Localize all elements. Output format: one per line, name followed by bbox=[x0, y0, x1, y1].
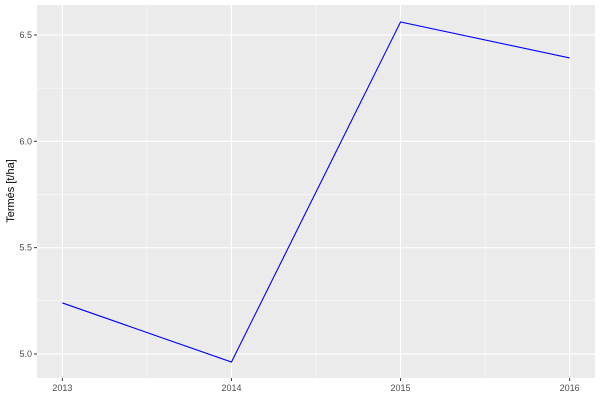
axes: 2013 2014 2015 2016 5.0 5.5 6.0 6.5 bbox=[19, 30, 579, 393]
major-gridlines bbox=[37, 5, 595, 378]
y-tick-label: 6.5 bbox=[19, 30, 32, 40]
series-layer bbox=[62, 21, 570, 363]
series-line bbox=[62, 21, 570, 363]
y-tick-label: 6.0 bbox=[19, 136, 32, 146]
x-tick-label: 2014 bbox=[221, 383, 241, 393]
y-axis-label: Termés [t/ha] bbox=[5, 159, 17, 223]
x-tick-label: 2013 bbox=[52, 383, 72, 393]
y-tick-label: 5.5 bbox=[19, 243, 32, 253]
x-tick-label: 2015 bbox=[391, 383, 411, 393]
x-tick-label: 2016 bbox=[560, 383, 580, 393]
y-tick-label: 5.0 bbox=[19, 349, 32, 359]
